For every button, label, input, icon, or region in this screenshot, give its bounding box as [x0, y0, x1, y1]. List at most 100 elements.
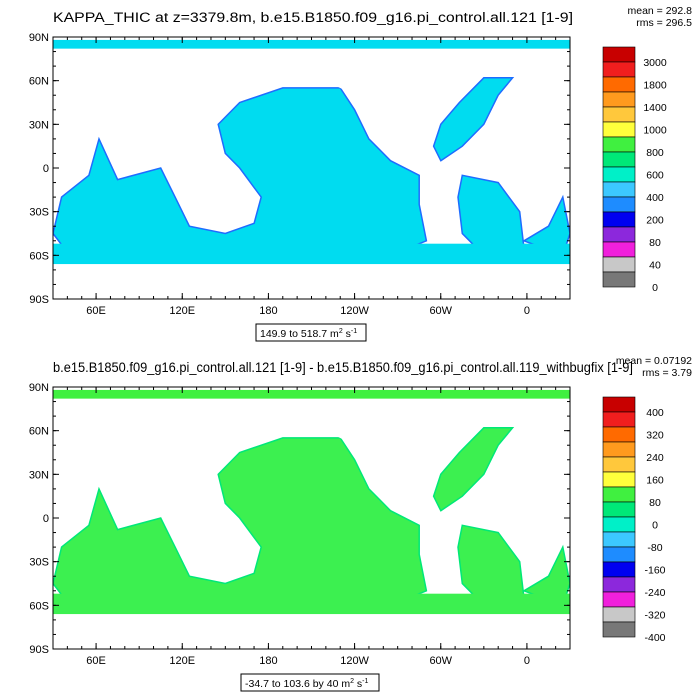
colorbar-label: 0 [652, 520, 658, 532]
colorbar-cell [602, 501, 636, 518]
xtick-label: 180 [259, 305, 277, 317]
ytick-label: 0 [43, 163, 49, 175]
xtick-label: 120E [169, 655, 195, 667]
ytick-label: 90S [29, 294, 49, 306]
chart-title: b.e15.B1850.f09_g16.pi_control.all.121 [… [53, 360, 633, 375]
colorbar-cell [602, 396, 636, 413]
colorbar-label: 0 [652, 282, 658, 294]
panel-2: b.e15.B1850.f09_g16.pi_control.all.121 [… [29, 355, 692, 692]
colorbar-cell [602, 166, 636, 183]
ytick-label: 30N [29, 119, 49, 131]
range-label: -34.7 to 103.6 by 40 m2 s-1 [245, 678, 368, 690]
xtick-label: 120W [340, 655, 369, 667]
colorbar-cell [602, 91, 636, 108]
land-mask [74, 413, 269, 460]
range-box [240, 673, 380, 692]
land-mask [297, 63, 412, 96]
colorbar-cell [602, 546, 636, 563]
xtick-label: 60E [86, 655, 106, 667]
field [53, 389, 570, 615]
ocean-region [432, 427, 515, 512]
stat-mean: mean = 292.8 [627, 5, 692, 17]
colorbar-cell [602, 531, 636, 548]
colorbar-cell [602, 606, 636, 623]
colorbar-cell [602, 576, 636, 593]
colorbar-label: -80 [647, 542, 662, 554]
land-mask [419, 51, 484, 74]
xtick-label: 180 [259, 655, 277, 667]
colorbar-cell [602, 441, 636, 458]
ytick-label: 90N [29, 382, 49, 394]
colorbar-label: 200 [646, 215, 664, 227]
colorbar-cell [602, 456, 636, 473]
ytick-label: 30S [29, 207, 49, 219]
ytick-label: 60S [29, 250, 49, 262]
range-box [255, 323, 367, 342]
colorbar-label: 160 [646, 475, 664, 487]
colorbar-label: 80 [649, 237, 661, 249]
stat-rms: rms = 3.79 [642, 367, 692, 379]
colorbar-label: -400 [644, 632, 665, 644]
colorbar-cell [602, 226, 636, 243]
stat-rms: rms = 296.5 [636, 17, 692, 29]
colorbar-cell [602, 76, 636, 93]
colorbar-cell [602, 121, 636, 138]
colorbar-cell [602, 471, 636, 488]
colorbar-cell [602, 411, 636, 428]
land-mask [297, 413, 412, 446]
colorbar-cell [602, 621, 636, 638]
stat-mean: mean = 0.07192 [616, 355, 692, 367]
colorbar-cell [602, 591, 636, 608]
colorbar-label: 800 [646, 147, 664, 159]
colorbar-cell [602, 181, 636, 198]
colorbar-cell [602, 136, 636, 153]
colorbar-cell [602, 271, 636, 288]
arctic-band [53, 39, 570, 49]
xtick-label: 0 [524, 655, 530, 667]
xtick-label: 60W [429, 655, 452, 667]
colorbar-cell [602, 486, 636, 503]
colorbar-label: 1000 [643, 125, 667, 137]
ytick-label: 60N [29, 76, 49, 88]
colorbar-label: -160 [644, 565, 665, 577]
land-mask [419, 401, 484, 424]
ytick-label: 90S [29, 644, 49, 656]
ytick-label: 60N [29, 426, 49, 438]
colorbar-cell [602, 196, 636, 213]
xtick-label: 0 [524, 305, 530, 317]
land-mask [74, 63, 269, 110]
arctic-band [53, 389, 570, 399]
ytick-label: 30S [29, 557, 49, 569]
colorbar-cell [602, 426, 636, 443]
colorbar-cell [602, 241, 636, 258]
colorbar-label: 400 [646, 192, 664, 204]
colorbar-label: 600 [646, 170, 664, 182]
colorbar-cell [602, 516, 636, 533]
colorbar-label: 240 [646, 452, 664, 464]
chart-title: KAPPA_THIC at z=3379.8m, b.e15.B1850.f09… [53, 10, 573, 25]
colorbar-label: 400 [646, 407, 664, 419]
colorbar-cell [602, 151, 636, 168]
colorbar-label: 3000 [643, 57, 667, 69]
colorbar-label: 40 [649, 260, 661, 272]
ytick-label: 30N [29, 469, 49, 481]
colorbar-label: 1800 [643, 80, 667, 92]
colorbar-cell [602, 561, 636, 578]
ytick-label: 90N [29, 32, 49, 44]
field [53, 39, 570, 265]
xtick-label: 60W [429, 305, 452, 317]
range-label: 149.9 to 518.7 m2 s-1 [260, 328, 357, 340]
ocean-region [432, 77, 515, 162]
panel-1: KAPPA_THIC at z=3379.8m, b.e15.B1850.f09… [29, 5, 692, 342]
southern-ocean-band [53, 593, 570, 615]
colorbar-cell [602, 61, 636, 78]
ytick-label: 60S [29, 600, 49, 612]
colorbar-cell [602, 46, 636, 63]
colorbar-cell [602, 256, 636, 273]
colorbar-label: -240 [644, 587, 665, 599]
xtick-label: 60E [86, 305, 106, 317]
colorbar-label: -320 [644, 610, 665, 622]
southern-ocean-band [53, 243, 570, 265]
